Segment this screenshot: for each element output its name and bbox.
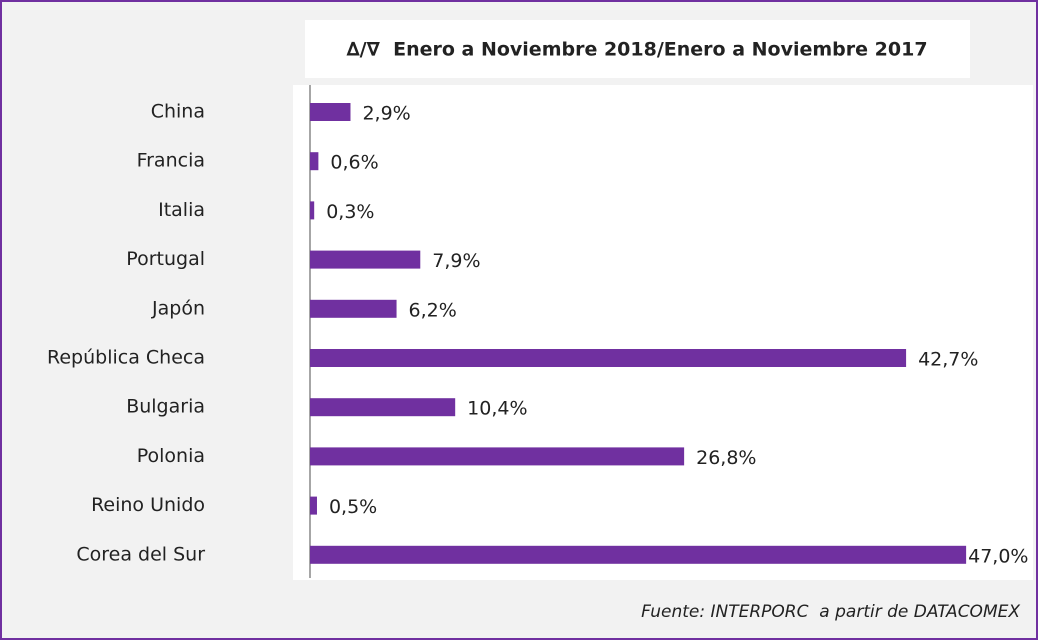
category-label: Corea del Sur (76, 543, 205, 565)
bar (310, 398, 456, 417)
plot-area (293, 85, 1033, 580)
value-label: 2,9% (362, 103, 410, 125)
category-label: China (151, 101, 205, 123)
value-label: 42,7% (918, 349, 978, 371)
bar (310, 201, 315, 220)
bar (310, 152, 319, 171)
value-label: 0,5% (329, 496, 377, 518)
value-label: 6,2% (409, 299, 457, 321)
category-label: Bulgaria (126, 396, 205, 418)
category-label: República Checa (47, 347, 205, 369)
value-label: 0,3% (326, 201, 374, 223)
bar (310, 103, 351, 121)
value-label: 0,6% (330, 152, 378, 174)
category-label: Polonia (137, 445, 205, 467)
category-label: Reino Unido (91, 494, 205, 516)
value-label: 10,4% (467, 398, 527, 420)
category-label: Japón (151, 297, 205, 319)
value-label: 7,9% (432, 250, 480, 272)
chart-title: ∆/∇ Enero a Noviembre 2018/Enero a Novie… (346, 39, 927, 61)
value-label: 47,0% (968, 545, 1028, 567)
bar (310, 299, 397, 318)
bar (310, 250, 421, 269)
source-note: Fuente: INTERPORC a partir de DATACOMEX (641, 602, 1020, 622)
title-box (305, 20, 970, 78)
category-label: Francia (137, 150, 205, 172)
value-label: 26,8% (696, 447, 756, 469)
bar (310, 545, 967, 564)
bar (310, 496, 317, 515)
bar (310, 447, 685, 466)
category-label: Portugal (126, 248, 205, 270)
category-label: Italia (158, 199, 205, 221)
bar (310, 349, 907, 367)
